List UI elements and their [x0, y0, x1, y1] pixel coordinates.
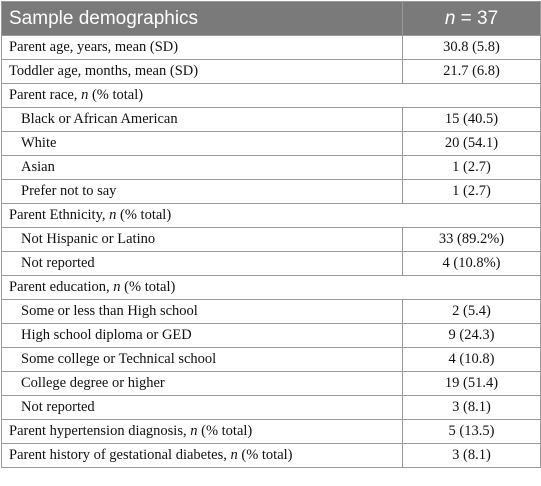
row-label: Parent history of gestational diabetes, …	[1, 443, 403, 468]
demographics-table: Sample demographics n = 37 Parent age, y…	[1, 1, 541, 468]
row-value: 19 (51.4)	[402, 371, 541, 396]
row-value: 4 (10.8)	[402, 347, 541, 372]
row-label: High school diploma or GED	[1, 323, 403, 348]
table-row: High school diploma or GED 9 (24.3)	[1, 323, 541, 348]
group-label-text: Parent Ethnicity,	[9, 207, 110, 223]
group-label: Parent Ethnicity, n (% total)	[1, 203, 541, 228]
row-label: Toddler age, months, mean (SD)	[1, 59, 403, 84]
n-symbol: n	[230, 447, 238, 463]
header-row: Sample demographics n = 37	[1, 1, 541, 36]
group-row: Parent education, n (% total)	[1, 275, 541, 300]
row-label: Prefer not to say	[1, 179, 403, 204]
row-value: 2 (5.4)	[402, 299, 541, 324]
header-n-value: = 37	[455, 7, 499, 29]
table-row: Some or less than High school 2 (5.4)	[1, 299, 541, 324]
row-value: 30.8 (5.8)	[402, 35, 541, 60]
row-label: Some or less than High school	[1, 299, 403, 324]
table-row: Not Hispanic or Latino 33 (89.2%)	[1, 227, 541, 252]
group-label-suffix: (% total)	[120, 279, 176, 295]
row-value: 1 (2.7)	[402, 179, 541, 204]
table-row: College degree or higher 19 (51.4)	[1, 371, 541, 396]
table-row: Not reported 4 (10.8%)	[1, 251, 541, 276]
table-row: Black or African American 15 (40.5)	[1, 107, 541, 132]
row-value: 33 (89.2%)	[402, 227, 541, 252]
table-row: Asian 1 (2.7)	[1, 155, 541, 180]
row-label: Black or African American	[1, 107, 403, 132]
group-label: Parent race, n (% total)	[1, 83, 541, 108]
row-value: 20 (54.1)	[402, 131, 541, 156]
row-value: 5 (13.5)	[402, 419, 541, 444]
row-label: Parent age, years, mean (SD)	[1, 35, 403, 60]
n-symbol: n	[113, 279, 121, 295]
group-label: Parent education, n (% total)	[1, 275, 541, 300]
table-row: White 20 (54.1)	[1, 131, 541, 156]
row-value: 3 (8.1)	[402, 443, 541, 468]
group-label-suffix: (% total)	[88, 87, 144, 103]
table-row: Some college or Technical school 4 (10.8)	[1, 347, 541, 372]
row-label: Parent hypertension diagnosis, n (% tota…	[1, 419, 403, 444]
group-row: Parent Ethnicity, n (% total)	[1, 203, 541, 228]
table-row: Parent history of gestational diabetes, …	[1, 443, 541, 468]
row-value: 21.7 (6.8)	[402, 59, 541, 84]
row-label: Not reported	[1, 251, 403, 276]
group-label-suffix: (% total)	[116, 207, 172, 223]
n-symbol: n	[81, 87, 89, 103]
row-label: Not reported	[1, 395, 403, 420]
group-label-text: Parent education,	[9, 279, 114, 295]
table-header: Sample demographics n = 37	[1, 1, 541, 36]
header-n: n = 37	[402, 1, 541, 36]
header-n-symbol: n	[444, 7, 456, 29]
row-label-suffix: (% total)	[237, 447, 293, 463]
row-label-text: Parent hypertension diagnosis,	[9, 423, 191, 439]
row-value: 4 (10.8%)	[402, 251, 541, 276]
row-label: Asian	[1, 155, 403, 180]
table-row: Parent hypertension diagnosis, n (% tota…	[1, 419, 541, 444]
table-row: Toddler age, months, mean (SD) 21.7 (6.8)	[1, 59, 541, 84]
row-label: Some college or Technical school	[1, 347, 403, 372]
row-value: 15 (40.5)	[402, 107, 541, 132]
row-label-suffix: (% total)	[197, 423, 253, 439]
row-label-text: Parent history of gestational diabetes,	[9, 447, 231, 463]
row-value: 3 (8.1)	[402, 395, 541, 420]
table-row: Parent age, years, mean (SD) 30.8 (5.8)	[1, 35, 541, 60]
table-row: Prefer not to say 1 (2.7)	[1, 179, 541, 204]
row-label: College degree or higher	[1, 371, 403, 396]
n-symbol: n	[190, 423, 198, 439]
table-body: Parent age, years, mean (SD) 30.8 (5.8) To…	[1, 35, 541, 468]
table-row: Not reported 3 (8.1)	[1, 395, 541, 420]
header-label: Sample demographics	[1, 1, 403, 36]
n-symbol: n	[109, 207, 117, 223]
group-label-text: Parent race,	[9, 87, 82, 103]
row-value: 1 (2.7)	[402, 155, 541, 180]
row-label: White	[1, 131, 403, 156]
row-value: 9 (24.3)	[402, 323, 541, 348]
row-label: Not Hispanic or Latino	[1, 227, 403, 252]
group-row: Parent race, n (% total)	[1, 83, 541, 108]
